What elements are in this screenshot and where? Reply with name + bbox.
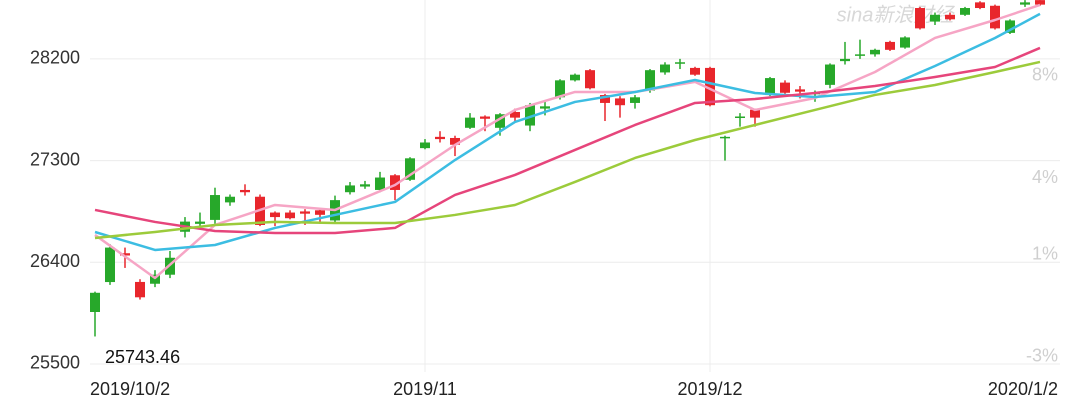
candle-body — [720, 136, 730, 139]
candle-body — [915, 8, 925, 29]
candle-body — [585, 70, 595, 89]
candle-body — [90, 292, 100, 312]
y2-tick-label: 8% — [1032, 65, 1058, 85]
candle-body — [1020, 2, 1030, 5]
candle-body — [120, 253, 130, 256]
candle-body — [435, 136, 445, 140]
candle-body — [690, 67, 700, 75]
ma-line — [94, 60, 1041, 240]
candle-body — [345, 185, 355, 193]
candle-body — [390, 175, 400, 190]
candle-body — [450, 137, 460, 145]
candle-body — [225, 196, 235, 203]
ma-line — [94, 46, 1041, 235]
y-tick-label: 25500 — [30, 353, 80, 373]
candle-body — [540, 106, 550, 109]
candle-body — [105, 247, 115, 283]
candle-body — [615, 98, 625, 106]
candle-body — [210, 195, 220, 220]
candle-body — [750, 109, 760, 118]
candle-body — [600, 95, 610, 103]
candle-body — [960, 8, 970, 15]
min-annotation: 25743.46 — [105, 347, 180, 367]
candle-body — [780, 82, 790, 93]
grid — [90, 0, 1060, 372]
candle-body — [240, 189, 250, 193]
y2-tick-label: -3% — [1026, 346, 1058, 366]
candle-body — [1005, 20, 1015, 33]
x-tick-label: 2020/1/2 — [988, 379, 1058, 399]
candle-body — [765, 78, 775, 96]
x-tick-label: 2019/10/2 — [90, 379, 170, 399]
x-tick-label: 2019/11 — [393, 379, 457, 399]
candle-body — [825, 64, 835, 85]
x-tick-label: 2019/12 — [677, 379, 742, 399]
candle-body — [420, 142, 430, 149]
candle-body — [945, 14, 955, 20]
candle-body — [285, 212, 295, 219]
candle-body — [405, 158, 415, 180]
candle-body — [630, 97, 640, 103]
y2-tick-label: 4% — [1032, 167, 1058, 187]
candle-body — [300, 211, 310, 214]
candle-body — [1035, 0, 1045, 5]
candle-body — [930, 14, 940, 22]
candle-body — [900, 37, 910, 48]
candle-body — [795, 89, 805, 92]
candle-body — [975, 2, 985, 9]
watermark: sina新浪财经 — [837, 4, 956, 26]
candle-body — [480, 116, 490, 119]
candle-body — [135, 281, 145, 298]
candle-body — [990, 5, 1000, 29]
candle-body — [840, 58, 850, 62]
candle-body — [570, 74, 580, 81]
candle-body — [360, 184, 370, 187]
y-tick-label: 27300 — [30, 149, 80, 169]
candle-body — [885, 41, 895, 50]
candle-body — [315, 210, 325, 215]
candle-body — [510, 111, 520, 118]
y2-tick-label: 1% — [1032, 243, 1058, 263]
y-tick-label: 26400 — [30, 251, 80, 271]
candle-body — [270, 212, 280, 218]
y-tick-label: 28200 — [30, 48, 80, 68]
candle-body — [495, 114, 505, 128]
candle-body — [375, 177, 385, 190]
candle-body — [525, 105, 535, 126]
candle-body — [645, 70, 655, 91]
candle-body — [735, 116, 745, 119]
ma-line — [94, 12, 1041, 252]
candle-body — [705, 67, 715, 106]
candle-body — [555, 80, 565, 98]
candle-body — [465, 117, 475, 128]
candle-body — [660, 64, 670, 73]
candle-body — [870, 49, 880, 55]
candle-body — [855, 54, 865, 56]
ma-line — [94, 3, 1041, 280]
candle-body — [195, 221, 205, 224]
candle-body — [675, 62, 685, 64]
